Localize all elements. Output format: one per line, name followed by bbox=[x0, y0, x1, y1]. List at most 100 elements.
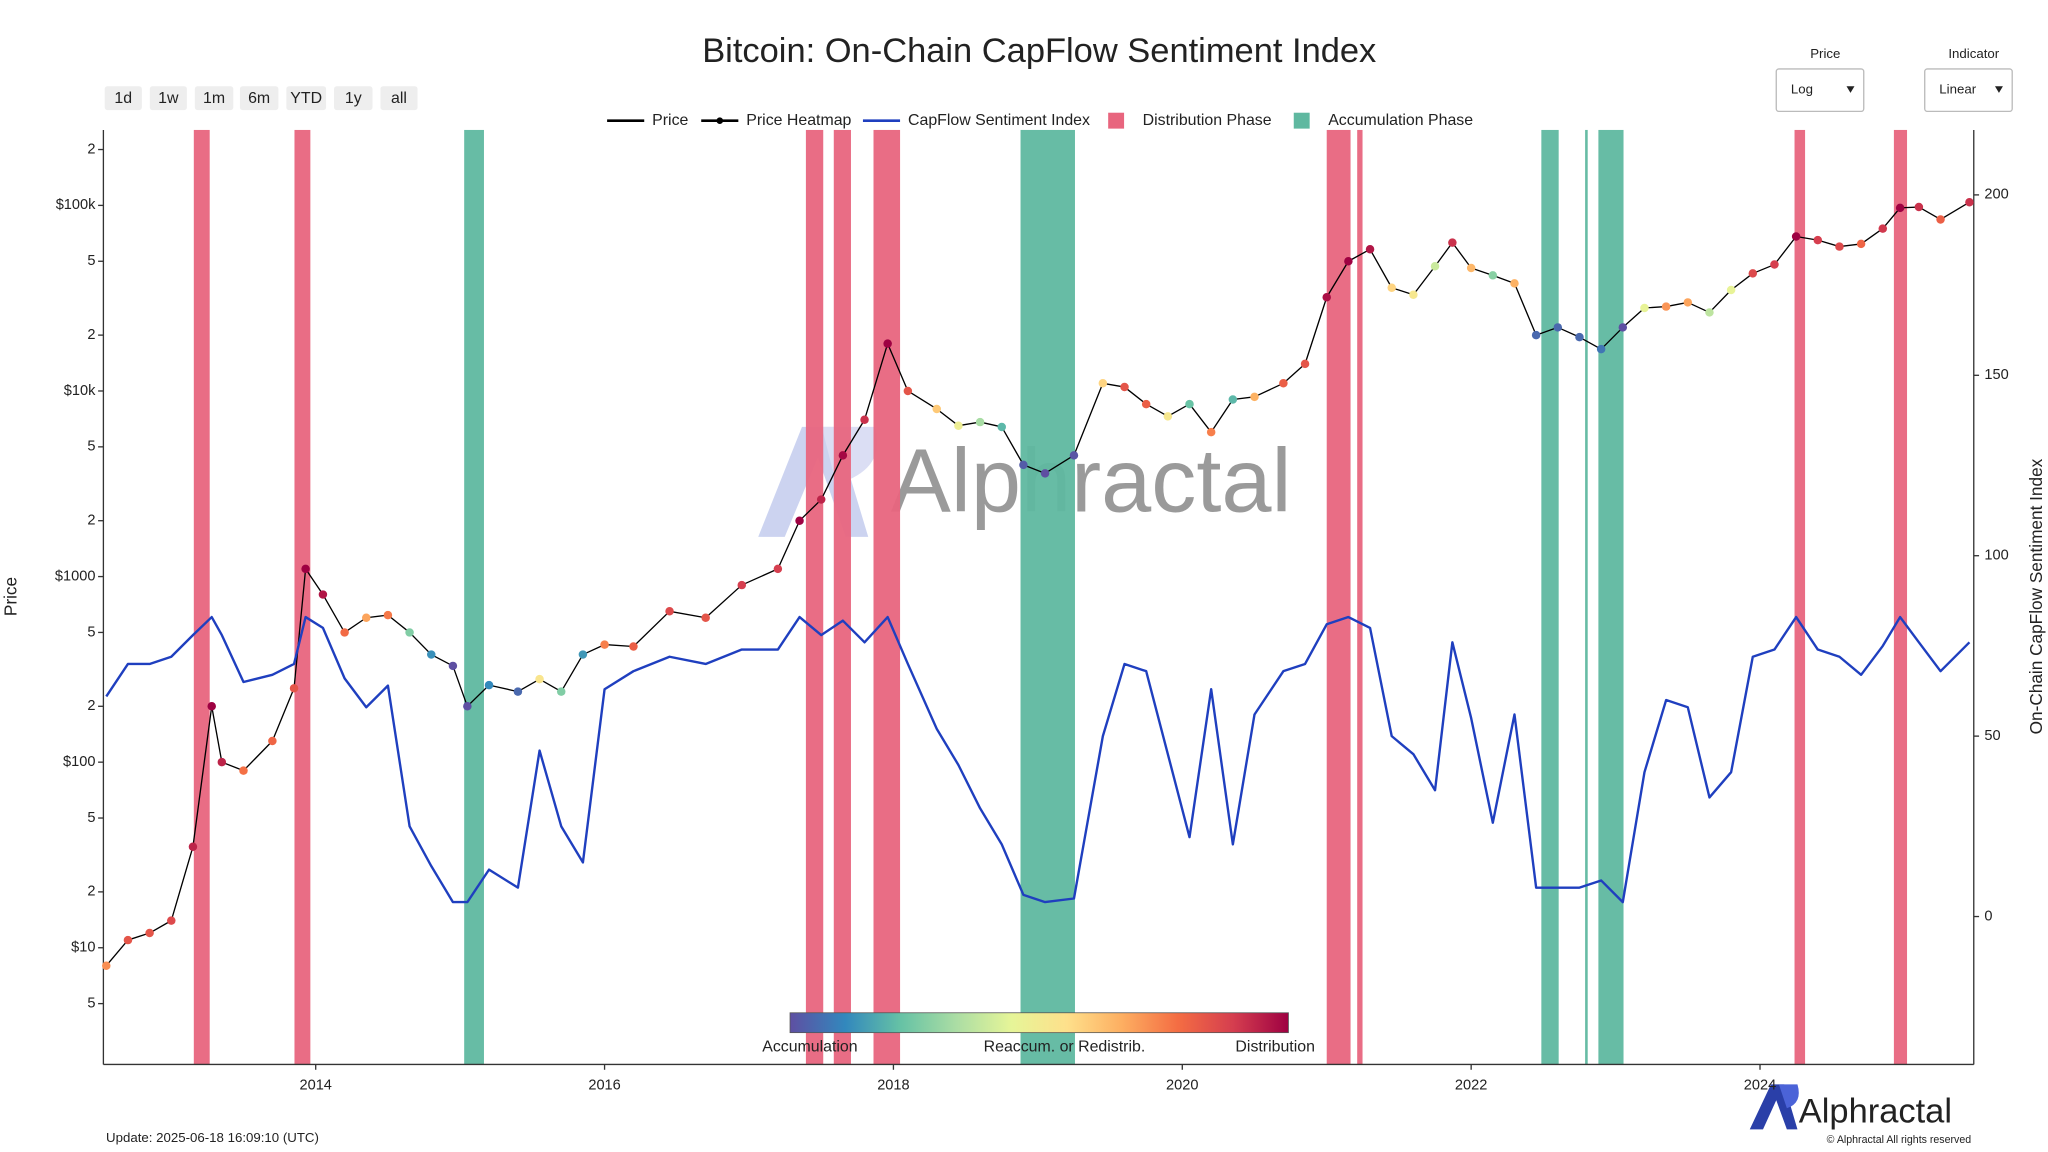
heatmap-dot bbox=[1365, 245, 1375, 254]
heatmap-dot bbox=[123, 935, 133, 945]
heatmap-dot bbox=[1748, 269, 1758, 278]
range-button[interactable]: 1m bbox=[194, 86, 234, 111]
dropdown-value: Linear bbox=[1939, 82, 1976, 97]
heatmap-dot bbox=[1618, 323, 1628, 332]
y2-tick-label: 0 bbox=[1984, 908, 1992, 924]
heatmap-dot bbox=[301, 564, 310, 574]
range-button[interactable]: 6m bbox=[239, 86, 279, 111]
heatmap-dot bbox=[1895, 203, 1905, 213]
dropdown[interactable]: Log bbox=[1775, 68, 1865, 113]
heatmap-dot bbox=[1040, 469, 1050, 478]
y-tick-label: 5 bbox=[87, 624, 95, 640]
heatmap-dot bbox=[1726, 285, 1736, 295]
heatmap-dot bbox=[239, 766, 248, 775]
logo-mark bbox=[1778, 1084, 1799, 1109]
update-note: Update: 2025-06-18 16:09:10 (UTC) bbox=[106, 1130, 319, 1145]
heatmap-dot bbox=[737, 580, 747, 590]
range-button[interactable]: 1y bbox=[334, 86, 373, 111]
range-button[interactable]: 1w bbox=[149, 86, 187, 111]
heatmap-dot bbox=[1936, 215, 1945, 224]
range-button[interactable]: 1d bbox=[104, 86, 142, 111]
dropdown[interactable]: Linear bbox=[1924, 68, 2013, 113]
x-tick-label: 2014 bbox=[299, 1078, 331, 1094]
range-button-label: 1d bbox=[114, 90, 132, 107]
dropdown-value: Log bbox=[1791, 82, 1813, 97]
heatmap-dot bbox=[629, 642, 638, 651]
legend-label: Distribution Phase bbox=[1143, 112, 1272, 129]
y-tick-label: $100k bbox=[56, 197, 96, 213]
heatmap-dot bbox=[578, 650, 588, 659]
legend-label: Price Heatmap bbox=[746, 112, 851, 129]
heatmap-dot bbox=[102, 961, 111, 970]
heatmap-dot bbox=[1019, 460, 1028, 470]
range-button[interactable]: all bbox=[380, 86, 418, 111]
heatmap-dot bbox=[1250, 392, 1259, 402]
indicator-line bbox=[105, 615, 1971, 904]
phase-band bbox=[464, 129, 484, 1065]
phase-band bbox=[805, 129, 824, 1065]
y-tick-label: $10k bbox=[64, 383, 96, 399]
dropdown-title: Indicator bbox=[1948, 46, 1999, 61]
y-tick-label: 5 bbox=[87, 253, 95, 269]
range-button-label: 1y bbox=[345, 90, 362, 107]
y2-tick-label: 50 bbox=[1984, 728, 2000, 744]
heatmap-dot bbox=[883, 339, 892, 348]
chart-title: Bitcoin: On-Chain CapFlow Sentiment Inde… bbox=[702, 32, 1376, 70]
heatmap-dot bbox=[1069, 451, 1079, 460]
range-button-bg bbox=[239, 86, 279, 111]
range-button-bg bbox=[334, 86, 373, 111]
heatmap-dot bbox=[1448, 238, 1457, 247]
heatmap-dot bbox=[513, 687, 523, 696]
heatmap-dot bbox=[860, 415, 869, 424]
heatmap-dot bbox=[600, 640, 609, 649]
heatmap-dot bbox=[1206, 427, 1216, 437]
phase-band bbox=[1794, 129, 1806, 1065]
range-button[interactable]: YTD bbox=[286, 86, 327, 111]
range-button-label: YTD bbox=[290, 90, 322, 107]
y2-tick-label: 150 bbox=[1984, 367, 2008, 383]
heatmap-dot bbox=[289, 684, 299, 693]
heatmap-dot bbox=[1387, 283, 1396, 292]
heatmap-dot bbox=[1856, 239, 1866, 249]
legend-label: Accumulation Phase bbox=[1328, 112, 1473, 129]
heatmap-dot bbox=[1466, 263, 1476, 273]
heatmap-dot bbox=[1914, 202, 1924, 212]
range-button-label: 1m bbox=[203, 90, 225, 107]
heatmap-dot bbox=[1344, 257, 1353, 266]
x-tick-label: 2016 bbox=[588, 1078, 620, 1094]
heatmap-dot bbox=[427, 650, 436, 659]
heatmap-dot bbox=[1596, 344, 1606, 354]
colorbar bbox=[789, 1012, 1289, 1034]
heatmap-dot bbox=[1279, 379, 1288, 388]
heatmap-dot bbox=[188, 842, 198, 852]
heatmap-dot bbox=[975, 417, 985, 427]
heatmap-dot bbox=[932, 404, 941, 414]
y-tick-label: 2 bbox=[87, 698, 95, 714]
phase-band bbox=[833, 129, 851, 1065]
range-button-label: 6m bbox=[248, 90, 270, 107]
x-tick-label: 2022 bbox=[1455, 1078, 1487, 1094]
heatmap-dot bbox=[1300, 359, 1310, 369]
range-button-label: all bbox=[391, 90, 407, 107]
heatmap-dot bbox=[701, 613, 710, 622]
heatmap-dot bbox=[1683, 298, 1693, 307]
heatmap-dot bbox=[1098, 379, 1108, 388]
y-tick-label: 2 bbox=[87, 884, 95, 900]
heatmap-dot bbox=[665, 607, 674, 616]
heatmap-dot bbox=[1322, 292, 1331, 302]
legend-swatch bbox=[1293, 112, 1310, 129]
heatmap-dot bbox=[535, 674, 544, 684]
range-button-bg bbox=[286, 86, 327, 111]
x-tick-label: 2020 bbox=[1166, 1078, 1198, 1094]
legend-label: CapFlow Sentiment Index bbox=[908, 112, 1090, 129]
logo-text: Alphractal bbox=[1799, 1093, 1952, 1131]
heatmap-dot bbox=[1640, 303, 1649, 313]
dropdown-title: Price bbox=[1810, 46, 1840, 61]
y2-axis-label: On-Chain CapFlow Sentiment Index bbox=[2026, 458, 2046, 734]
heatmap-dot bbox=[1228, 395, 1238, 404]
range-button-label: 1w bbox=[158, 90, 179, 107]
heatmap-dot bbox=[1878, 224, 1888, 233]
phase-band bbox=[1541, 129, 1559, 1065]
heatmap-dot bbox=[1770, 260, 1779, 269]
